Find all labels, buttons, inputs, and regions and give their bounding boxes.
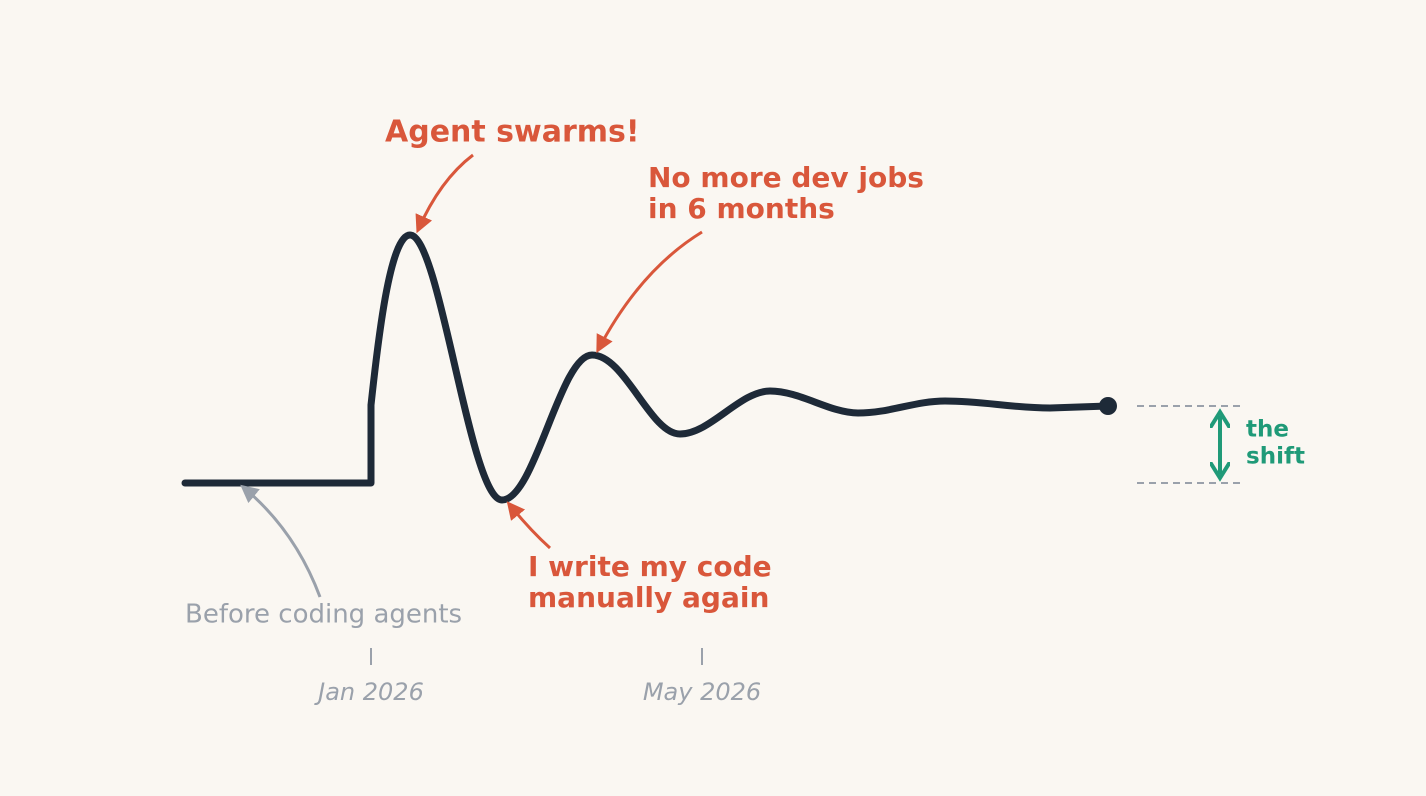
annotation: in 6 months: [648, 192, 835, 225]
annotation: Agent swarms!: [385, 115, 640, 150]
annotation: No more dev jobs: [648, 161, 924, 194]
tick-label: May 2026: [643, 678, 761, 706]
tick-label: Jan 2026: [314, 678, 424, 706]
shift-label: shift: [1246, 444, 1305, 470]
hype-curve: [181, 231, 1112, 504]
end-dot: [1099, 397, 1117, 415]
annotation: Before coding agents: [185, 600, 462, 630]
shift-label: the: [1246, 417, 1289, 443]
arrow: [415, 153, 474, 234]
arrow: [596, 230, 703, 354]
annotation: manually again: [528, 581, 769, 614]
annotation: I write my code: [528, 550, 772, 583]
arrow: [506, 501, 552, 550]
arrow: [240, 484, 322, 598]
